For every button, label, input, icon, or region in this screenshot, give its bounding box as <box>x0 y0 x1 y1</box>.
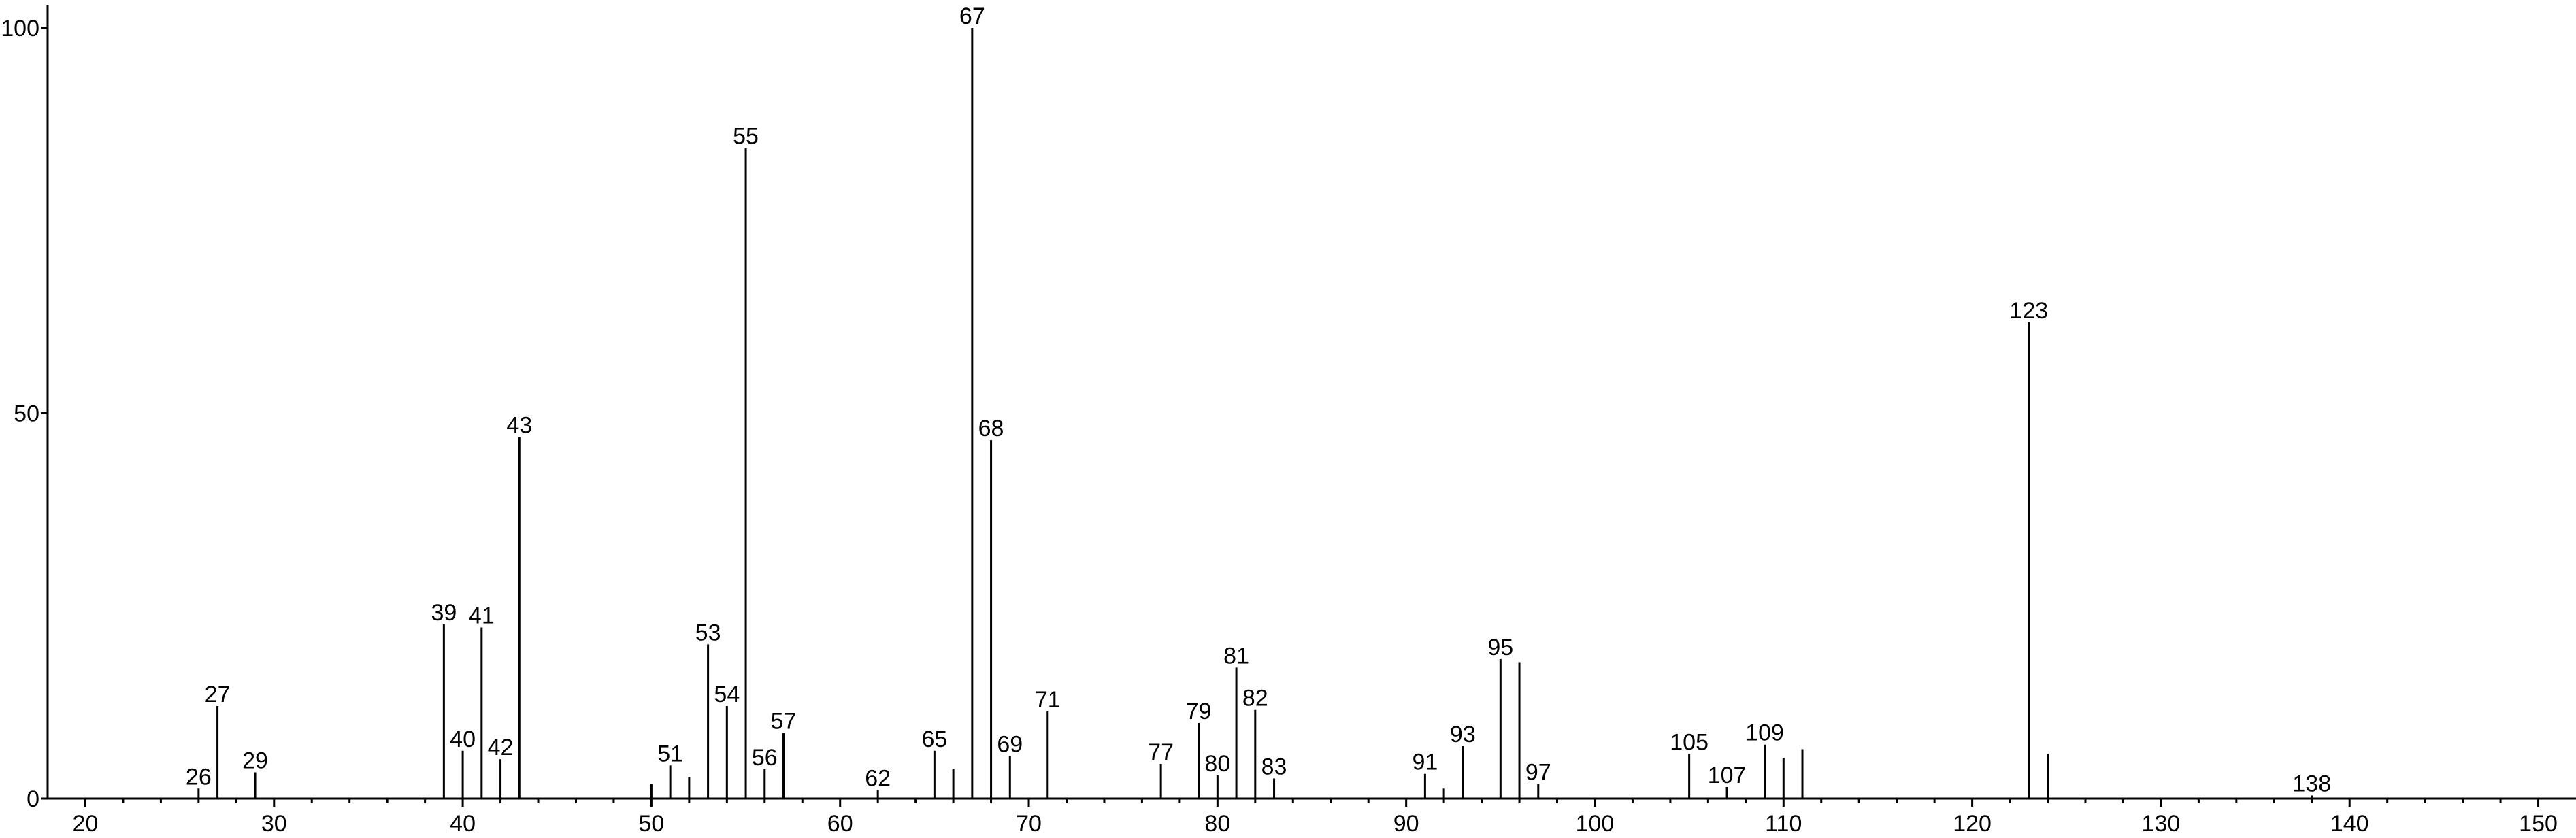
x-tick-label: 120 <box>1953 811 1992 837</box>
peak-label: 43 <box>506 413 532 439</box>
x-tick-label: 110 <box>1765 811 1802 837</box>
peak-label: 29 <box>242 748 268 773</box>
peak-label: 91 <box>1412 750 1438 775</box>
peak-label: 65 <box>921 726 947 752</box>
x-tick-label: 130 <box>2142 811 2181 837</box>
peak-label: 51 <box>657 741 683 767</box>
x-tick-label: 150 <box>2519 811 2558 837</box>
y-tick-label: 50 <box>14 401 39 426</box>
x-tick-label: 50 <box>638 811 664 837</box>
x-tick-label: 60 <box>827 811 853 837</box>
x-tick-label: 140 <box>2330 811 2369 837</box>
peak-label: 82 <box>1242 686 1268 711</box>
peak-label: 57 <box>771 709 797 735</box>
x-tick-label: 20 <box>73 811 99 837</box>
peak-label: 107 <box>1708 762 1747 788</box>
peak-label: 81 <box>1223 643 1249 669</box>
peak-label: 68 <box>978 416 1004 441</box>
peak-label: 93 <box>1450 722 1476 748</box>
x-tick-label: 80 <box>1204 811 1230 837</box>
peak-label: 69 <box>997 732 1023 758</box>
peak-label: 53 <box>695 620 721 646</box>
x-tick-label: 30 <box>261 811 287 837</box>
peak-label: 77 <box>1148 739 1174 765</box>
peak-label: 39 <box>431 600 457 626</box>
x-tick-label: 90 <box>1393 811 1419 837</box>
peak-label: 80 <box>1204 751 1230 777</box>
y-tick-label: 100 <box>1 16 39 41</box>
peak-label: 54 <box>714 682 740 707</box>
peak-label: 40 <box>450 726 476 752</box>
x-tick-label: 70 <box>1016 811 1042 837</box>
peak-label: 83 <box>1261 754 1287 780</box>
peak-label: 41 <box>469 603 495 628</box>
peak-label: 138 <box>2292 771 2331 797</box>
y-tick-label: 0 <box>27 786 39 812</box>
peak-label: 109 <box>1745 720 1784 746</box>
peak-label: 56 <box>752 745 778 771</box>
peak-label: 42 <box>488 735 514 760</box>
peak-label: 105 <box>1670 729 1708 755</box>
peak-label: 123 <box>2009 298 2048 324</box>
peak-label: 97 <box>1525 759 1551 785</box>
peak-label: 79 <box>1186 699 1212 724</box>
peak-label: 55 <box>733 124 759 150</box>
peak-label: 62 <box>865 766 891 792</box>
x-tick-label: 40 <box>450 811 476 837</box>
peak-label: 27 <box>205 682 231 707</box>
peak-label: 26 <box>186 764 212 790</box>
peak-label: 71 <box>1035 687 1061 713</box>
x-tick-label: 100 <box>1576 811 1615 837</box>
peak-label: 67 <box>959 3 985 29</box>
peak-label: 95 <box>1487 635 1513 660</box>
